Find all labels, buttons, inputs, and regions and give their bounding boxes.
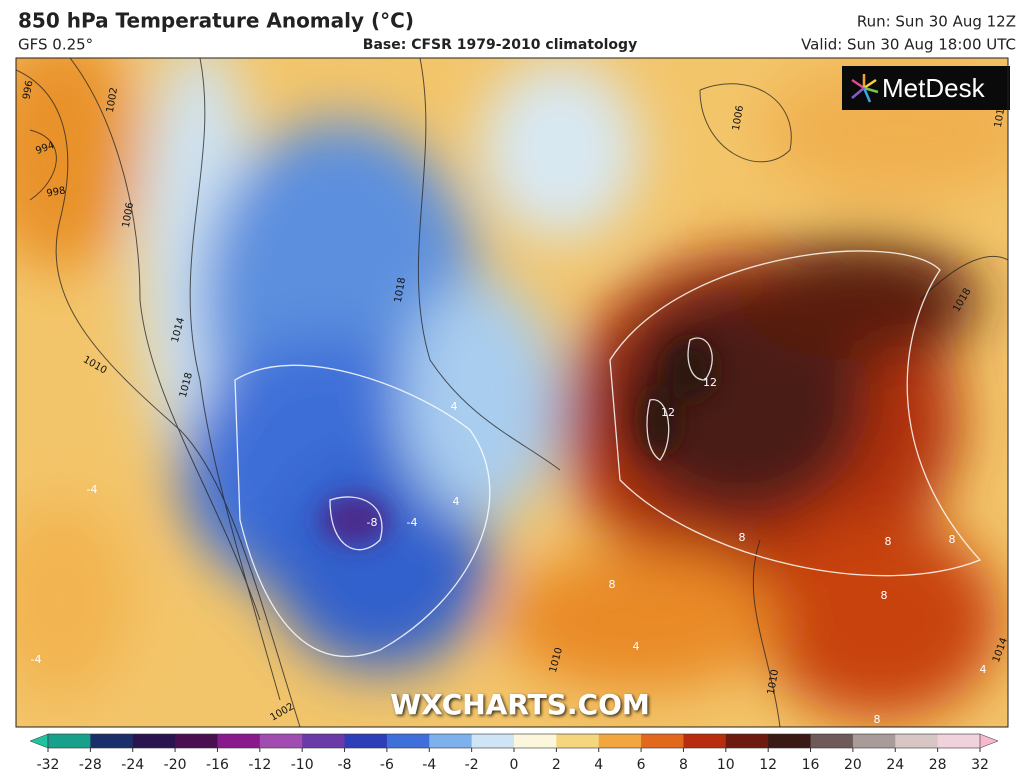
anomaly-label: 4 (453, 495, 460, 508)
colorbar-tick-label: 4 (594, 757, 603, 773)
colorbar-tick-label: -32 (37, 757, 60, 773)
colorbar: -32 -28 -24 -20 -16 -12 -10 -8 -6 -4 -2 0 2 4 6 8 10 12 16… (29, 733, 999, 773)
colorbar-tick-label: 24 (886, 757, 904, 773)
colorbar-tick-label: -4 (422, 757, 436, 773)
colorbar-tick-label: -24 (121, 757, 144, 773)
anomaly-label: 4 (451, 400, 458, 413)
colorbar-segment (386, 734, 430, 748)
colorbar-segment (725, 734, 769, 748)
anomaly-label: 8 (885, 535, 892, 548)
colorbar-tick-label: -20 (164, 757, 187, 773)
isobar-label: 1006 (731, 105, 746, 132)
logo-icon (851, 74, 879, 103)
colorbar-segment (302, 734, 346, 748)
colorbar-tick-label: -16 (206, 757, 229, 773)
colorbar-segment (514, 734, 557, 748)
anomaly-label: -4 (407, 516, 418, 529)
colorbar-segment (429, 734, 473, 748)
colorbar-tick-label: -6 (380, 757, 394, 773)
colorbar-tick-label: -8 (338, 757, 352, 773)
anomaly-label: -4 (87, 483, 98, 496)
colorbar-segment (90, 734, 134, 748)
colorbar-tick-label: 8 (679, 757, 688, 773)
colorbar-segment (852, 734, 896, 748)
anomaly-label: -8 (367, 516, 378, 529)
colorbar-tick-label: 32 (971, 757, 989, 773)
colorbar-segment (641, 734, 684, 748)
colorbar-tick-label: 28 (929, 757, 947, 773)
colorbar-tick-label: -2 (465, 757, 479, 773)
colorbar-low-arrow (29, 733, 49, 749)
isobar-label: 1018 (393, 277, 408, 304)
anomaly-label: 12 (661, 406, 675, 419)
model: GFS 0.25° (18, 36, 93, 54)
anomaly-label: 8 (739, 531, 746, 544)
colorbar-segment (217, 734, 261, 748)
colorbar-tick-label: 12 (759, 757, 777, 773)
isobars (16, 58, 1008, 727)
colorbar-segment (259, 734, 303, 748)
map-field-detail (320, 340, 715, 545)
isobar-label: 996 (21, 80, 35, 101)
colorbar-segment (937, 734, 981, 748)
title: 850 hPa Temperature Anomaly (°C) (18, 9, 414, 33)
colorbar-high-arrow (979, 733, 999, 749)
isobar-label: 1002 (105, 87, 120, 114)
anomaly-label: 4 (980, 663, 987, 676)
map-frame (15, 57, 1009, 728)
valid: Valid: Sun 30 Aug 18:00 UTC (801, 36, 1016, 54)
anomaly-label: 12 (703, 376, 717, 389)
map (16, 58, 1008, 727)
colorbar-tick-label: 0 (510, 757, 519, 773)
anomaly-label: 4 (633, 640, 640, 653)
base: Base: CFSR 1979-2010 climatology (363, 37, 637, 53)
map-field (16, 58, 1008, 720)
colorbar-tick-label: 16 (802, 757, 820, 773)
colorbar-segment (471, 734, 515, 748)
anomaly-label: 8 (874, 713, 881, 726)
colorbar-segment (344, 734, 388, 748)
colorbar-segment (175, 734, 218, 748)
run: Run: Sun 30 Aug 12Z (857, 13, 1016, 31)
isobar-label: 998 (46, 185, 67, 199)
logo-text: MetDesk (882, 73, 986, 103)
anomaly-label: 8 (881, 589, 888, 602)
isobar-label: 1010 (766, 669, 781, 696)
colorbar-tick-label: -12 (248, 757, 271, 773)
watermark: WXCHARTS.COM (390, 688, 650, 721)
colorbar-segment (810, 734, 854, 748)
anomaly-label: 8 (609, 578, 616, 591)
colorbar-tick-label: 10 (717, 757, 735, 773)
colorbar-tick-label: -10 (291, 757, 314, 773)
anomaly-contours (234, 250, 982, 657)
colorbar-tick-label: 20 (844, 757, 862, 773)
colorbar-segment (768, 734, 812, 748)
anomaly-label: 8 (949, 533, 956, 546)
colorbar-segment (683, 734, 727, 748)
colorbar-segment (895, 734, 939, 748)
logo-box (842, 66, 1010, 110)
colorbar-segment (598, 734, 642, 748)
colorbar-tick-label: 2 (552, 757, 561, 773)
anomaly-label: -4 (31, 653, 42, 666)
colorbar-segment (556, 734, 600, 748)
logo: MetDesk (842, 66, 1010, 110)
colorbar-segment (132, 734, 176, 748)
colorbar-segment (48, 734, 91, 748)
colorbar-tick-label: -28 (79, 757, 102, 773)
isobar-label: 1006 (121, 202, 136, 229)
colorbar-tick-label: 6 (637, 757, 646, 773)
